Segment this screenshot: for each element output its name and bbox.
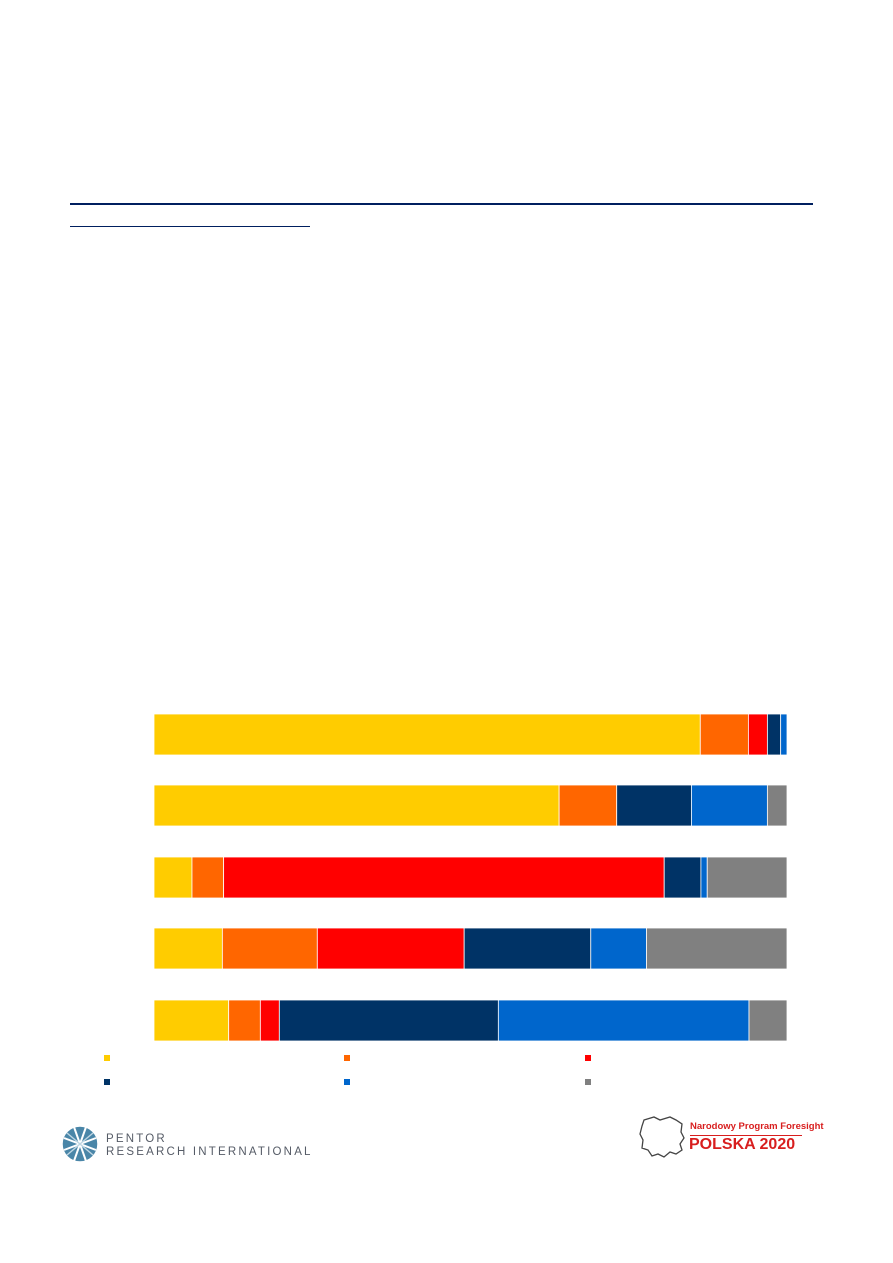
legend-swatch-5 <box>344 1079 350 1085</box>
bar-segment-1-5 <box>780 713 788 756</box>
pentor-logo: PENTOR RESEARCH INTERNATIONAL <box>60 1124 310 1168</box>
bar-segment-2-5 <box>691 784 768 827</box>
legend-item-4 <box>104 1079 110 1085</box>
bar-segment-3-1 <box>153 856 193 899</box>
bar-segment-3-3 <box>223 856 665 899</box>
pentor-logo-line1: PENTOR <box>106 1133 167 1145</box>
foresight-logo-line2: POLSKA 2020 <box>689 1136 796 1153</box>
bar-segment-3-5 <box>700 856 708 899</box>
globe-icon <box>61 1125 99 1163</box>
bar-segment-5-6 <box>748 999 788 1042</box>
bar-segment-4-4 <box>463 927 592 970</box>
bar-segment-1-1 <box>153 713 701 756</box>
legend-swatch-2 <box>344 1055 350 1061</box>
foresight-logo: Narodowy Program Foresight POLSKA 2020 <box>636 1114 824 1160</box>
bar-segment-5-4 <box>278 999 499 1042</box>
bar-segment-4-3 <box>316 927 465 970</box>
bar-segment-5-2 <box>228 999 261 1042</box>
foresight-logo-divider <box>690 1135 802 1136</box>
bar-segment-2-4 <box>616 784 692 827</box>
bar-segment-4-6 <box>646 927 788 970</box>
legend-item-3 <box>585 1055 591 1061</box>
legend-item-6 <box>585 1079 591 1085</box>
legend-item-2 <box>344 1055 350 1061</box>
bar-segment-5-5 <box>497 999 750 1042</box>
bar-segment-3-2 <box>191 856 225 899</box>
poland-map-icon <box>639 1116 685 1158</box>
legend-swatch-1 <box>104 1055 110 1061</box>
bar-segment-3-6 <box>706 856 788 899</box>
bar-segment-3-4 <box>663 856 702 899</box>
bar-segment-2-6 <box>766 784 788 827</box>
legend-swatch-3 <box>585 1055 591 1061</box>
bar-segment-4-2 <box>221 927 318 970</box>
legend-swatch-6 <box>585 1079 591 1085</box>
header-rule <box>70 203 813 205</box>
legend-item-5 <box>344 1079 350 1085</box>
bar-segment-1-4 <box>766 713 782 756</box>
legend-swatch-4 <box>104 1079 110 1085</box>
bar-segment-2-2 <box>558 784 618 827</box>
bar-segment-2-1 <box>153 784 560 827</box>
pentor-logo-line2: RESEARCH INTERNATIONAL <box>106 1146 313 1158</box>
bar-segment-4-5 <box>590 927 647 970</box>
bar-segment-1-2 <box>699 713 749 756</box>
bar-segment-1-3 <box>747 713 768 756</box>
bar-segment-5-1 <box>153 999 230 1042</box>
legend-item-1 <box>104 1055 110 1061</box>
bar-segment-4-1 <box>153 927 223 970</box>
bar-segment-5-3 <box>259 999 280 1042</box>
header-rule-short <box>70 226 310 227</box>
foresight-logo-line1: Narodowy Program Foresight <box>690 1121 824 1132</box>
